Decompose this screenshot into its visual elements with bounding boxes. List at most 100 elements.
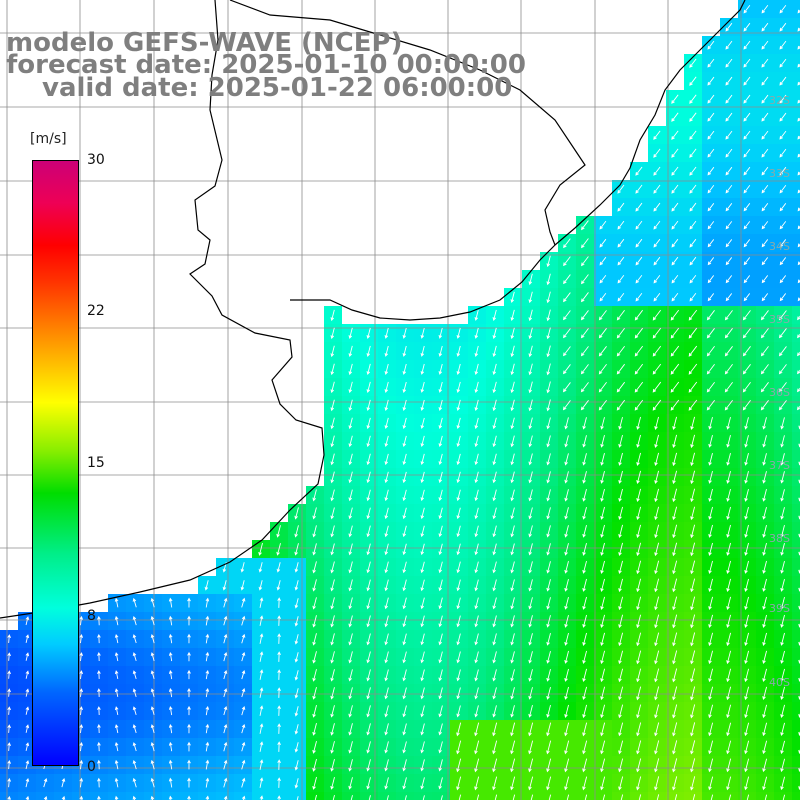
- wind-arrow: [384, 525, 389, 538]
- wind-arrow: [690, 758, 696, 773]
- wind-arrow: [438, 435, 443, 448]
- wind-arrow: [742, 382, 751, 393]
- wind-arrow: [492, 669, 497, 682]
- wind-arrow: [671, 274, 679, 284]
- wind-arrow: [528, 453, 533, 466]
- wind-arrow: [294, 543, 299, 556]
- wind-arrow: [438, 633, 443, 646]
- wind-arrow: [330, 309, 335, 322]
- wind-arrow: [671, 166, 679, 176]
- wind-arrow: [330, 669, 335, 682]
- wind-speed-cell: [720, 792, 738, 800]
- wind-arrow: [726, 506, 731, 520]
- wind-arrow: [528, 705, 533, 718]
- wind-arrow: [150, 759, 155, 770]
- wind-arrow: [671, 256, 679, 266]
- wind-arrow: [743, 148, 751, 158]
- wind-speed-cell: [792, 486, 800, 504]
- wind-arrow: [743, 293, 751, 302]
- wind-speed-cell: [792, 702, 800, 720]
- wind-arrow: [187, 651, 191, 662]
- wind-arrow: [688, 327, 698, 339]
- wind-arrow: [330, 507, 335, 520]
- wind-arrow: [761, 257, 769, 266]
- wind-arrow: [656, 794, 660, 800]
- wind-arrow: [779, 184, 787, 194]
- wind-arrow: [277, 705, 281, 716]
- wind-arrow: [25, 634, 30, 643]
- coastline: [0, 0, 746, 619]
- wind-arrow: [780, 543, 785, 556]
- wind-arrow: [708, 614, 714, 629]
- wind-arrow: [726, 578, 731, 592]
- wind-arrow: [474, 471, 479, 484]
- wind-arrow: [330, 525, 335, 538]
- wind-speed-cell: [522, 792, 540, 800]
- wind-arrow: [744, 722, 750, 737]
- wind-arrow: [600, 650, 606, 665]
- wind-arrow: [725, 257, 733, 266]
- wind-arrow: [384, 417, 389, 430]
- wind-arrow: [744, 524, 749, 538]
- wind-arrow: [330, 363, 335, 376]
- wind-arrow: [528, 273, 533, 286]
- wind-arrow: [348, 507, 353, 520]
- wind-arrow: [797, 243, 800, 248]
- wind-arrow: [187, 777, 191, 788]
- wind-speed-cell: [792, 144, 800, 162]
- wind-arrow: [707, 58, 715, 68]
- wind-arrow: [581, 238, 589, 249]
- wind-arrow: [636, 650, 642, 665]
- wind-speed-cell: [234, 792, 252, 800]
- wind-arrow: [474, 435, 479, 448]
- wind-arrow: [438, 741, 443, 754]
- wind-speed-cell: [792, 720, 800, 738]
- wind-arrow: [562, 364, 571, 375]
- wind-arrow: [546, 525, 551, 538]
- wind-arrow: [259, 777, 264, 788]
- wind-speed-cell: [576, 792, 594, 800]
- wind-arrow: [600, 596, 605, 611]
- wind-arrow: [726, 614, 732, 629]
- latitude-label: 36S: [769, 386, 790, 399]
- wind-arrow: [25, 760, 30, 770]
- wind-arrow: [778, 364, 787, 375]
- wind-arrow: [564, 507, 569, 520]
- wind-arrow: [510, 687, 515, 700]
- wind-arrow: [438, 615, 443, 628]
- wind-arrow: [258, 562, 263, 573]
- wind-arrow: [205, 687, 210, 698]
- wind-arrow: [690, 470, 696, 485]
- wind-speed-cell: [756, 792, 774, 800]
- wind-arrow: [420, 507, 425, 520]
- wind-arrow: [528, 525, 533, 538]
- wind-arrow: [563, 310, 571, 321]
- wind-arrow: [744, 614, 749, 629]
- wind-arrow: [510, 740, 516, 755]
- wind-arrow: [779, 293, 787, 302]
- latitude-label: 35S: [769, 313, 790, 326]
- wind-arrow: [25, 777, 30, 788]
- wind-arrow: [348, 777, 353, 790]
- wind-arrow: [562, 400, 571, 411]
- wind-arrow: [402, 435, 407, 448]
- wind-arrow: [761, 184, 769, 194]
- wind-arrow: [761, 203, 769, 212]
- wind-arrow: [635, 238, 643, 248]
- wind-arrow: [420, 381, 425, 393]
- wind-arrow: [456, 687, 461, 700]
- wind-arrow: [708, 435, 713, 448]
- wind-arrow: [259, 669, 264, 680]
- wind-arrow: [474, 758, 480, 773]
- wind-arrow: [654, 668, 660, 683]
- wind-arrow: [456, 561, 461, 574]
- wind-arrow: [780, 561, 785, 574]
- wind-arrow: [689, 58, 697, 68]
- wind-arrow: [348, 453, 353, 466]
- wind-arrow: [582, 489, 587, 502]
- latitude-label: 33S: [769, 167, 790, 180]
- wind-arrow: [563, 238, 571, 249]
- wind-arrow: [797, 315, 800, 321]
- wind-arrow: [492, 471, 497, 484]
- wind-arrow: [564, 650, 569, 664]
